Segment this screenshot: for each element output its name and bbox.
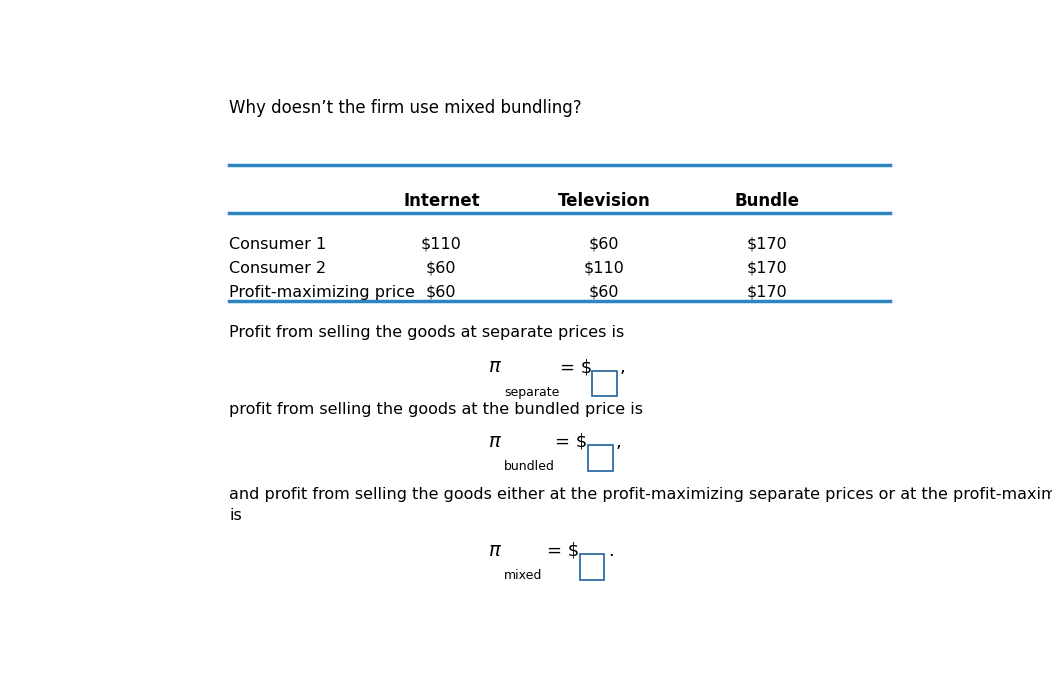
Text: ,: ,: [615, 433, 622, 451]
Text: Profit from selling the goods at separate prices is: Profit from selling the goods at separat…: [229, 324, 625, 339]
Text: profit from selling the goods at the bundled price is: profit from selling the goods at the bun…: [229, 402, 644, 417]
Text: is: is: [229, 508, 242, 523]
Text: $60: $60: [589, 285, 620, 299]
Text: ,: ,: [620, 358, 626, 376]
Text: $110: $110: [421, 237, 462, 252]
Text: Bundle: Bundle: [735, 192, 800, 210]
Text: Why doesn’t the firm use mixed bundling?: Why doesn’t the firm use mixed bundling?: [229, 99, 582, 117]
Text: .: .: [608, 542, 613, 560]
Text: $\pi$: $\pi$: [488, 357, 503, 376]
Text: $170: $170: [747, 237, 788, 252]
FancyBboxPatch shape: [592, 371, 616, 396]
FancyBboxPatch shape: [588, 445, 612, 471]
Text: Consumer 1: Consumer 1: [229, 237, 326, 252]
Text: $170: $170: [747, 285, 788, 299]
FancyBboxPatch shape: [580, 554, 604, 580]
Text: = $: = $: [555, 433, 588, 451]
Text: separate: separate: [504, 386, 560, 399]
Text: = $: = $: [560, 358, 592, 376]
Text: bundled: bundled: [504, 460, 555, 473]
Text: Profit-maximizing price: Profit-maximizing price: [229, 285, 416, 299]
Text: $60: $60: [426, 261, 457, 276]
Text: Consumer 2: Consumer 2: [229, 261, 326, 276]
Text: $110: $110: [584, 261, 625, 276]
Text: $\pi$: $\pi$: [488, 541, 503, 560]
Text: $\pi$: $\pi$: [488, 432, 503, 451]
Text: = $: = $: [547, 542, 580, 560]
Text: $60: $60: [426, 285, 457, 299]
Text: Television: Television: [558, 192, 651, 210]
Text: $60: $60: [589, 237, 620, 252]
Text: Internet: Internet: [403, 192, 480, 210]
Text: mixed: mixed: [504, 569, 543, 582]
Text: and profit from selling the goods either at the profit-maximizing separate price: and profit from selling the goods either…: [229, 486, 1052, 502]
Text: $170: $170: [747, 261, 788, 276]
